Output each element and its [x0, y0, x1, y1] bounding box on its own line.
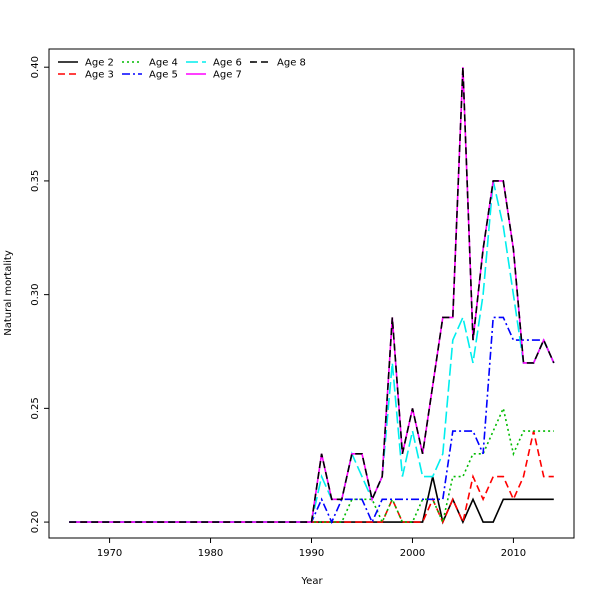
series-line-age-4 — [69, 405, 554, 525]
series-layer — [69, 67, 555, 525]
series-line-age-6 — [69, 180, 555, 523]
y-tick-label: 0.20 — [30, 511, 41, 533]
legend-label: Age 8 — [277, 58, 306, 69]
series-line-age-3 — [69, 430, 554, 525]
x-tick-label: 2010 — [501, 548, 526, 559]
x-axis: 1970 1980 1990 2000 2010 — [97, 538, 526, 559]
series-line-age-2 — [69, 476, 554, 525]
legend-label: Age 3 — [85, 70, 114, 81]
series-line-age-7 — [69, 67, 555, 523]
y-axis: 0.20 0.25 0.30 0.35 0.40 — [30, 56, 49, 533]
x-tick-label: 1990 — [299, 548, 324, 559]
x-axis-label: Year — [300, 576, 323, 587]
plot-frame — [48, 48, 575, 539]
y-tick-label: 0.30 — [30, 284, 41, 306]
y-tick-label: 0.35 — [30, 170, 41, 192]
x-tick-label: 1980 — [198, 548, 223, 559]
x-tick-label: 1970 — [97, 548, 122, 559]
x-tick-label: 2000 — [400, 548, 425, 559]
y-tick-label: 0.40 — [30, 56, 41, 78]
series-line-age-8 — [69, 67, 555, 523]
y-tick-label: 0.25 — [30, 397, 41, 419]
series-line-age-5 — [69, 316, 555, 525]
legend-label: Age 4 — [149, 58, 178, 69]
legend-label: Age 7 — [213, 70, 242, 81]
legend-label: Age 6 — [213, 58, 242, 69]
legend-label: Age 2 — [85, 58, 114, 69]
y-axis-label: Natural mortality — [3, 250, 14, 336]
legend-label: Age 5 — [149, 70, 178, 81]
